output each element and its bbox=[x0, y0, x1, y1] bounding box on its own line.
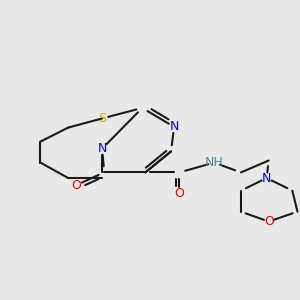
Text: N: N bbox=[98, 142, 107, 155]
Text: O: O bbox=[71, 178, 81, 191]
Text: O: O bbox=[264, 215, 274, 228]
Text: N: N bbox=[262, 172, 271, 184]
Text: N: N bbox=[169, 120, 179, 134]
Text: NH: NH bbox=[205, 156, 224, 169]
Text: S: S bbox=[98, 112, 106, 125]
Text: O: O bbox=[174, 187, 184, 200]
